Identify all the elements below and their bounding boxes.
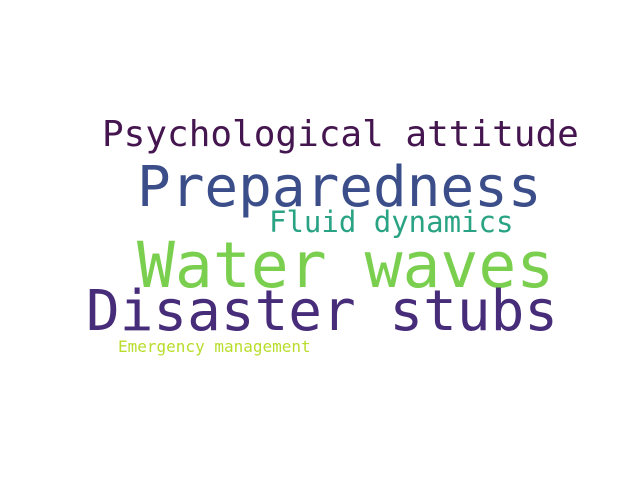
word-fluid-dynamics: Fluid dynamics bbox=[269, 205, 514, 239]
word-preparedness: Preparedness bbox=[137, 155, 542, 220]
word-water-waves: Water waves bbox=[137, 229, 555, 302]
word-disaster-stubs: Disaster stubs bbox=[86, 279, 559, 344]
word-emergency-management: Emergency management bbox=[118, 337, 311, 356]
word-psychological-attitude: Psychological attitude bbox=[102, 114, 579, 155]
